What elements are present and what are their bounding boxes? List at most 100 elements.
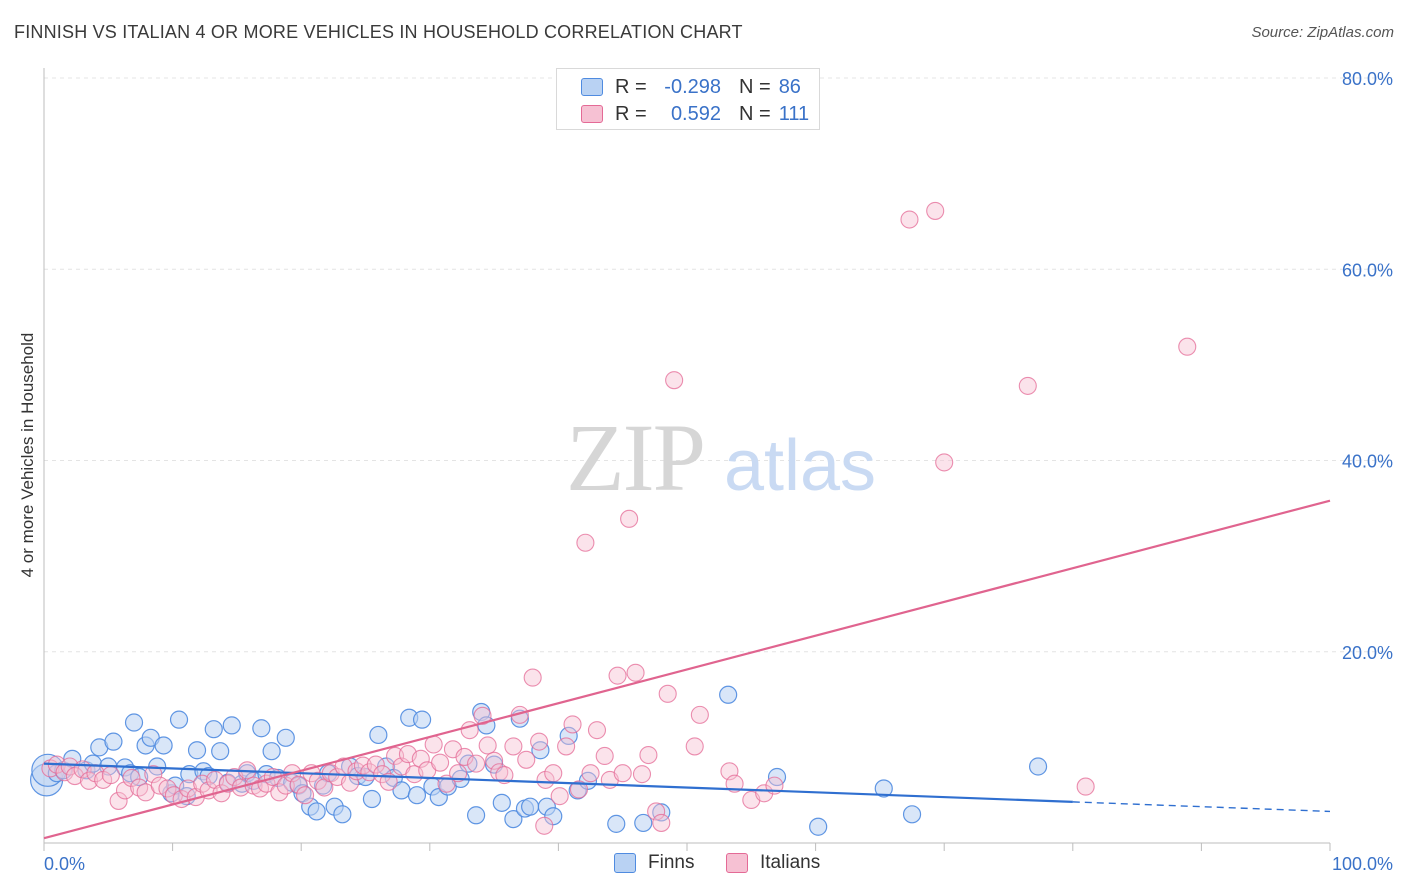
italians-point xyxy=(608,666,627,685)
legend-row-italians: R = 0.592 N = 111 xyxy=(581,101,809,127)
legend-r-value: 0.592 xyxy=(670,102,721,125)
finns-point xyxy=(130,767,149,787)
finns-point xyxy=(369,725,388,745)
grid-lines xyxy=(44,77,1395,653)
finns-trendline xyxy=(43,762,1073,803)
italians-legend-swatch xyxy=(726,853,748,873)
italians-point xyxy=(652,813,671,832)
italians-point xyxy=(455,747,474,766)
legend-r-label: R = xyxy=(615,102,647,125)
italians-point xyxy=(79,771,99,790)
italians-point xyxy=(353,756,372,775)
finns-point xyxy=(204,720,223,739)
finns-point xyxy=(492,793,511,812)
italians-trendline xyxy=(43,499,1331,840)
italians-point xyxy=(725,774,744,793)
finns-point xyxy=(902,805,922,824)
finns-legend-swatch xyxy=(614,853,636,873)
legend-n-label: N = xyxy=(739,102,771,125)
finns-point xyxy=(652,803,671,822)
finns-point xyxy=(719,685,738,704)
italians-point xyxy=(926,201,945,220)
axes xyxy=(43,68,1331,851)
italians-point xyxy=(581,764,600,783)
x-tick-label-min: 0.0% xyxy=(44,854,85,874)
italians-point xyxy=(1178,337,1197,356)
legend-r-value: -0.298 xyxy=(664,75,721,98)
finns-point xyxy=(211,742,230,761)
legend-n-value: 111 xyxy=(778,102,810,125)
italians-point xyxy=(270,783,289,802)
italians-point xyxy=(65,767,84,786)
italians-point xyxy=(557,737,576,756)
italians-point xyxy=(665,371,684,390)
italians-point xyxy=(639,745,658,765)
finns-legend-label: Finns xyxy=(648,852,695,873)
bottom-legend-finns: Finns xyxy=(614,852,694,874)
finns-point xyxy=(154,736,173,755)
italians-point xyxy=(1076,777,1095,796)
italians-point xyxy=(576,533,595,552)
finns-point xyxy=(634,813,653,833)
legend-n-value: 86 xyxy=(778,75,801,98)
italians-point xyxy=(595,746,614,766)
finns-point xyxy=(504,809,523,829)
finns-point xyxy=(607,814,626,833)
finns-point xyxy=(293,784,312,803)
legend-n-label: N = xyxy=(739,75,771,98)
italians-point xyxy=(587,721,607,740)
trendlines xyxy=(43,499,1331,840)
watermark-atlas: atlas xyxy=(724,426,876,506)
italians-swatch xyxy=(581,105,603,123)
italians-point xyxy=(658,684,677,703)
italians-point xyxy=(504,737,523,756)
italians-point xyxy=(935,453,954,472)
finns-point xyxy=(874,779,893,798)
italians-points xyxy=(41,201,1197,835)
italians-point xyxy=(495,766,514,785)
italians-point xyxy=(900,210,919,229)
finns-point xyxy=(559,726,578,746)
italians-point xyxy=(478,736,497,755)
finns-point xyxy=(333,805,352,824)
italians-point xyxy=(449,764,468,783)
italians-point xyxy=(613,764,632,783)
italians-point xyxy=(101,766,120,785)
italians-point xyxy=(544,764,563,783)
finns-point xyxy=(124,713,144,732)
italians-point xyxy=(158,779,177,798)
italians-legend-label: Italians xyxy=(760,852,821,873)
watermark: ZIP atlas xyxy=(566,404,876,511)
italians-point xyxy=(523,668,542,687)
chart-title: FINNISH VS ITALIAN 4 OR MORE VEHICLES IN… xyxy=(14,22,743,42)
italians-point xyxy=(467,754,486,773)
italians-point xyxy=(569,780,589,799)
finns-point xyxy=(407,786,427,805)
finns-point xyxy=(809,817,828,836)
italians-point xyxy=(485,751,504,770)
y-tick-label: 60.0% xyxy=(1342,260,1393,280)
bottom-legend-italians: Italians xyxy=(726,852,820,874)
italians-point xyxy=(535,816,554,835)
tick-labels: 20.0% 40.0% 60.0% 80.0% 0.0% 100.0% xyxy=(44,69,1393,874)
source-credit: Source: ZipAtlas.com xyxy=(1251,24,1394,41)
italians-point xyxy=(144,765,163,784)
finns-point xyxy=(1028,757,1048,776)
finns-point xyxy=(466,806,486,825)
finns-point xyxy=(362,789,382,809)
italians-point xyxy=(626,663,645,682)
italians-point xyxy=(536,770,555,789)
italians-point xyxy=(122,768,141,788)
italians-point xyxy=(109,791,128,810)
finns-point xyxy=(169,710,189,729)
italians-point xyxy=(411,749,430,768)
finns-point xyxy=(262,742,281,761)
y-tick-label: 40.0% xyxy=(1342,452,1393,472)
finns-point xyxy=(104,732,123,751)
finns-swatch xyxy=(581,78,603,96)
finns-point xyxy=(222,716,241,735)
finns-point xyxy=(544,807,563,826)
italians-point xyxy=(685,737,704,756)
finns-point xyxy=(412,710,432,729)
italians-point xyxy=(366,755,385,774)
